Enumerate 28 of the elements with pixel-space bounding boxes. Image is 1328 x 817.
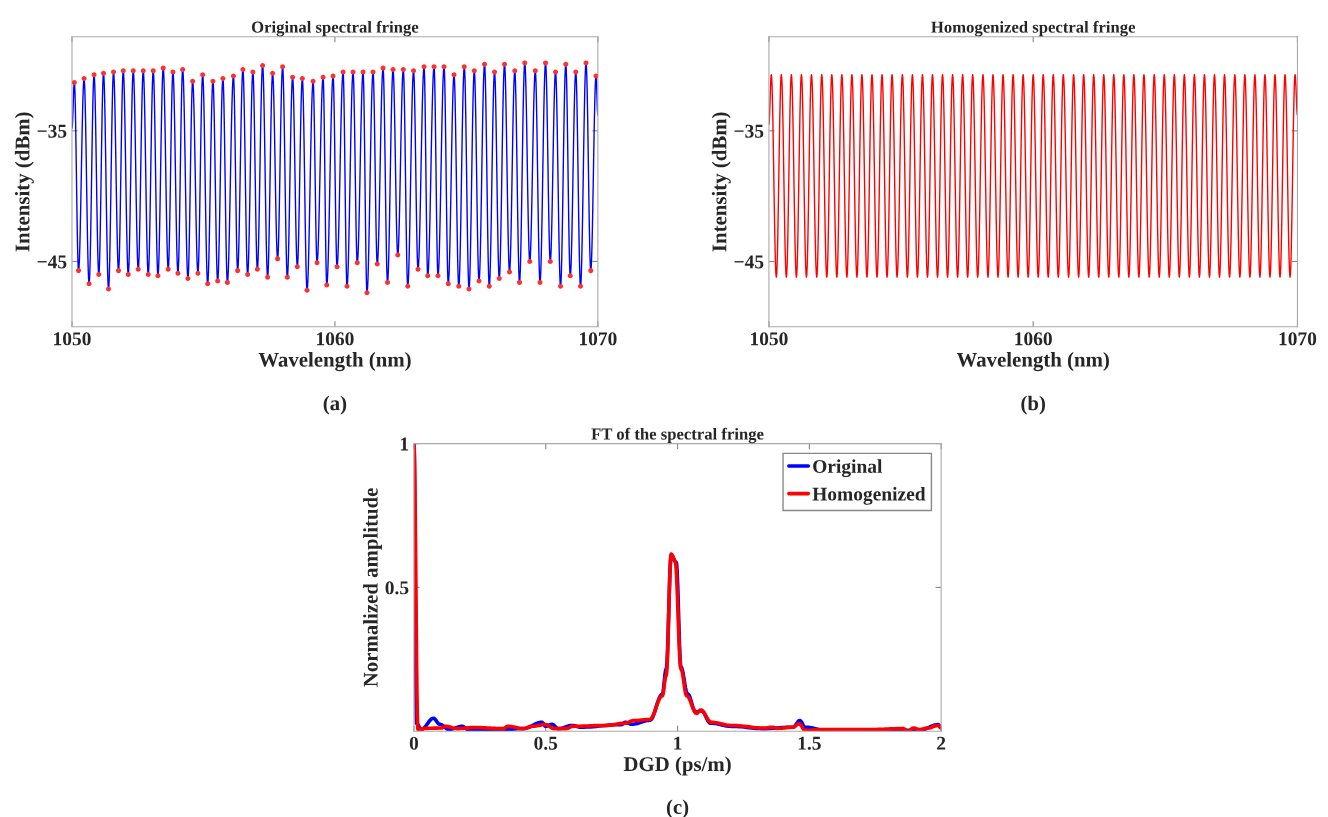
y-tick-label: −35 <box>734 124 764 138</box>
text: (a) <box>323 395 347 415</box>
y-tick-label: −45 <box>37 255 67 269</box>
x-tick-label: 1.5 <box>798 736 821 750</box>
x-tick-label: 1050 <box>54 332 91 346</box>
x-tick-label: 0 <box>409 736 419 750</box>
y-axis-title: Intensity (dBm) <box>711 112 731 252</box>
y-axis-title: Intensity (dBm) <box>14 112 34 252</box>
x-axis-title: DGD (ps/m) <box>623 756 731 776</box>
x-axis-title: Wavelength (nm) <box>956 352 1109 372</box>
text: (b) <box>1021 395 1045 415</box>
x-tick-label: 0.5 <box>534 736 558 750</box>
x-tick-label: 2 <box>937 736 946 750</box>
y-axis-title: Normalized amplitude <box>363 488 382 687</box>
x-tick-label: 1070 <box>579 332 617 346</box>
legend-label: Homogenized <box>812 486 926 505</box>
chart-title: FT of the spectral fringe <box>591 427 764 444</box>
y-tick-label: −35 <box>37 124 67 138</box>
chart-title: Original spectral fringe <box>251 20 419 37</box>
x-tick-label: 1 <box>674 736 682 750</box>
x-tick-label: 1070 <box>1279 332 1317 346</box>
legend-label: Original <box>813 459 883 478</box>
x-tick-label: 1060 <box>1015 332 1052 346</box>
x-axis-title: Wavelength (nm) <box>258 352 411 372</box>
chart-title: Homogenized spectral fringe <box>931 20 1136 37</box>
y-tick-label: −45 <box>734 255 764 269</box>
x-tick-label: 1060 <box>317 332 354 346</box>
x-tick-label: 1050 <box>751 332 788 346</box>
